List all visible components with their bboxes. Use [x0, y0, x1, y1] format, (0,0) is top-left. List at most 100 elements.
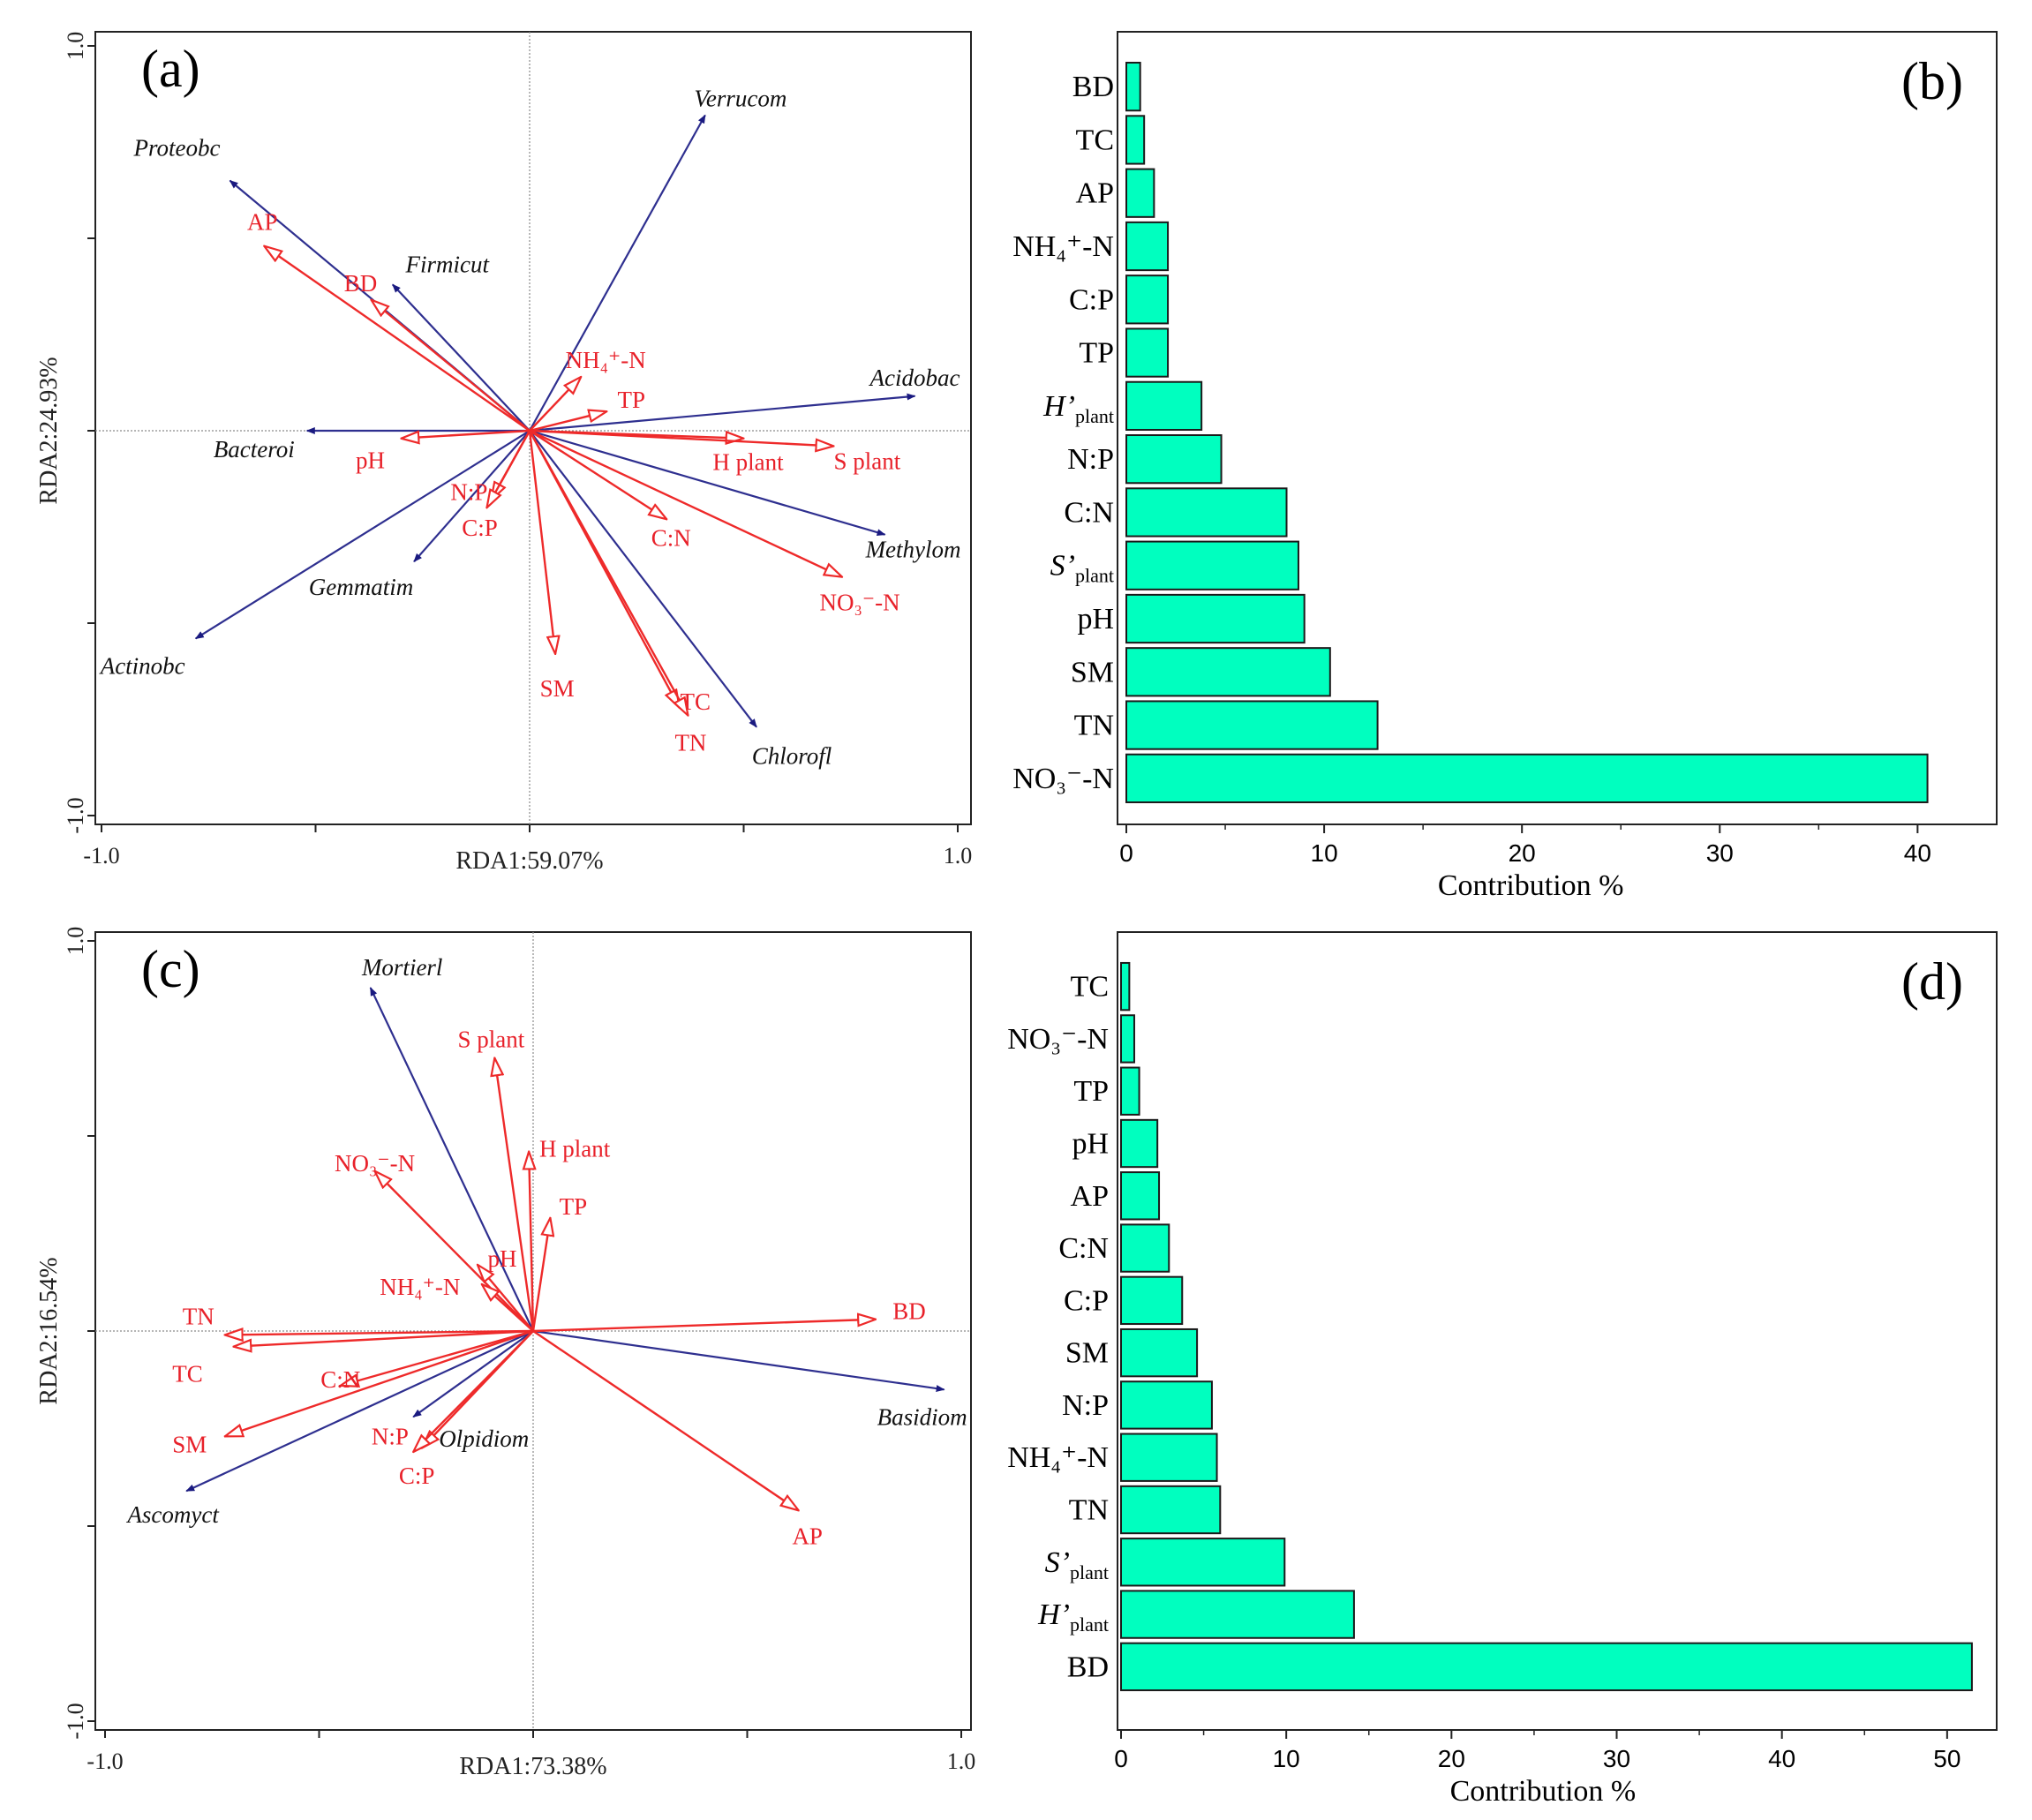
panel-label: (c) [141, 940, 200, 998]
bar-s-plant [1120, 1538, 1286, 1587]
species-label-gemmatim: Gemmatim [309, 574, 413, 600]
bar-tp [1120, 1066, 1140, 1116]
category-label-h-plant: H’plant [1042, 390, 1114, 427]
env-arrow-h-plant [529, 1152, 533, 1332]
category-label-n-p: N:P [1067, 443, 1114, 476]
category-label-main: BD [1072, 71, 1114, 103]
x-tick-label-10: 10 [1273, 1745, 1300, 1772]
bar-ap [1125, 168, 1155, 218]
bar-no-n [1120, 1014, 1135, 1064]
species-arrow-methylom [529, 429, 886, 537]
env-arrow-ap [264, 246, 531, 432]
env-arrow-nh-n [529, 377, 581, 432]
environment-arrows: S plant H plant NO₃⁻-N TP pH NH₄⁺-N BD TN TC C:N S… [172, 1027, 926, 1550]
species-label-ascomyct: Ascomyct [125, 1501, 220, 1528]
bar-tp [1125, 327, 1170, 378]
bar-sm [1125, 647, 1331, 697]
category-label-main: C:P [1064, 1284, 1109, 1317]
category-label-main: TN [1074, 710, 1114, 742]
category-label-main: C:P [1069, 283, 1114, 316]
env-arrow-no-n [375, 1171, 534, 1332]
category-label-main: SM [1065, 1337, 1109, 1370]
category-label-no-n: NO₃⁻-N [1007, 1023, 1109, 1056]
category-label-main: NO₃⁻-N [1012, 763, 1114, 795]
category-label-ph: pH [1072, 1128, 1109, 1161]
env-label-h-plant: H plant [712, 449, 784, 476]
category-label-c-p: C:P [1064, 1284, 1109, 1317]
bar-c-n [1125, 487, 1288, 538]
category-label-tc: TC [1071, 971, 1109, 1004]
bar-tc [1125, 115, 1146, 165]
species-label-olpidiom: Olpidiom [439, 1425, 529, 1452]
axis-ticks [87, 940, 962, 1738]
species-arrow-actinobc [194, 430, 531, 640]
category-label-main: AP [1076, 177, 1114, 210]
category-label-c-n: C:N [1064, 496, 1114, 529]
category-label-tn: TN [1074, 710, 1114, 742]
species-arrow-acidobac [529, 393, 916, 432]
env-label-sm: SM [540, 675, 575, 702]
x-axis-title: RDA1:73.38% [459, 1753, 606, 1780]
x-tick-label-30: 30 [1603, 1745, 1630, 1772]
category-label-main: NH₄⁺-N [1007, 1441, 1109, 1474]
species-arrows: Mortierl Basidiom Olpidiom Ascomyct [125, 954, 967, 1528]
panel-d-contribution-bar-chart: TCNO₃⁻-NTPpHAPC:NC:PSMN:PNH₄⁺-NTNS’plant… [1007, 931, 1998, 1808]
category-label-c-p: C:P [1069, 283, 1114, 316]
y-tick-label-min: -1.0 [63, 797, 88, 833]
y-axis-title: RDA2:24.93% [35, 357, 63, 504]
category-label-no-n: NO₃⁻-N [1012, 763, 1114, 795]
y-axis-title: RDA2:16.54% [35, 1257, 63, 1404]
bar-ph [1125, 593, 1306, 644]
axis-ticks [87, 45, 959, 832]
species-arrow-ascomyct [185, 1330, 534, 1493]
category-label-nh-n: NH₄⁺-N [1007, 1441, 1109, 1474]
panel-b-contribution-bar-chart: BDTCAPNH₄⁺-NC:PTPH’plantN:PC:NS’plantpHS… [1012, 31, 1998, 902]
category-label-bd: BD [1067, 1651, 1109, 1683]
category-label-main: TP [1073, 1075, 1109, 1108]
env-label-c-n: C:N [651, 524, 691, 551]
y-tick-label-max: 1.0 [63, 32, 88, 61]
category-label-s-plant: S’plant [1045, 1546, 1109, 1583]
species-label-basidiom: Basidiom [877, 1403, 967, 1430]
env-arrow-nh-n [482, 1284, 534, 1332]
category-label-main: BD [1067, 1651, 1109, 1683]
category-label-n-p: N:P [1062, 1389, 1109, 1422]
env-arrow-ph [402, 429, 531, 439]
env-arrow-s-plant [529, 429, 833, 446]
env-label-tn: TN [674, 730, 706, 756]
x-tick-label-20: 20 [1438, 1745, 1465, 1772]
env-arrow-tn [225, 1331, 534, 1335]
env-label-ap: AP [247, 209, 278, 236]
species-label-acidobac: Acidobac [869, 365, 960, 391]
category-label-main: S’ [1045, 1546, 1070, 1579]
plot-frame [1117, 31, 1998, 825]
env-arrow-ap [532, 1330, 799, 1510]
x-tick-label-min: -1.0 [87, 1749, 123, 1774]
species-label-actinobc: Actinobc [99, 652, 185, 679]
species-label-firmicut: Firmicut [405, 251, 491, 277]
species-arrow-gemmatim [413, 430, 531, 562]
bar-nh-n [1120, 1433, 1218, 1482]
bar-bd [1120, 1642, 1973, 1692]
plot-frame [1117, 931, 1998, 1731]
category-label-tc: TC [1076, 124, 1114, 156]
env-label-nh-n: NH₄⁺-N [380, 1274, 460, 1300]
category-label-bd: BD [1072, 71, 1114, 103]
category-label-ap: AP [1071, 1180, 1109, 1213]
category-label-main: pH [1077, 603, 1114, 635]
category-label-ap: AP [1076, 177, 1114, 210]
bar-n-p [1125, 434, 1223, 485]
env-arrow-sm [528, 430, 555, 654]
env-arrow-c-n [341, 1329, 534, 1386]
plot-frame [94, 31, 972, 825]
species-label-proteobc: Proteobc [133, 135, 221, 162]
env-arrow-tp [531, 1218, 550, 1332]
category-label-main: TC [1071, 971, 1109, 1004]
env-label-c-p: C:P [399, 1463, 435, 1489]
category-label-main: NH₄⁺-N [1012, 230, 1114, 263]
category-label-subscript: plant [1075, 405, 1114, 427]
panel-a-rda-biplot: -1.0 1.0 1.0 -1.0 RDA1:59.07% RDA2:24.93% (a) V… [35, 31, 972, 875]
env-label-tp: TP [560, 1193, 588, 1220]
x-axis-title: RDA1:59.07% [455, 847, 603, 875]
